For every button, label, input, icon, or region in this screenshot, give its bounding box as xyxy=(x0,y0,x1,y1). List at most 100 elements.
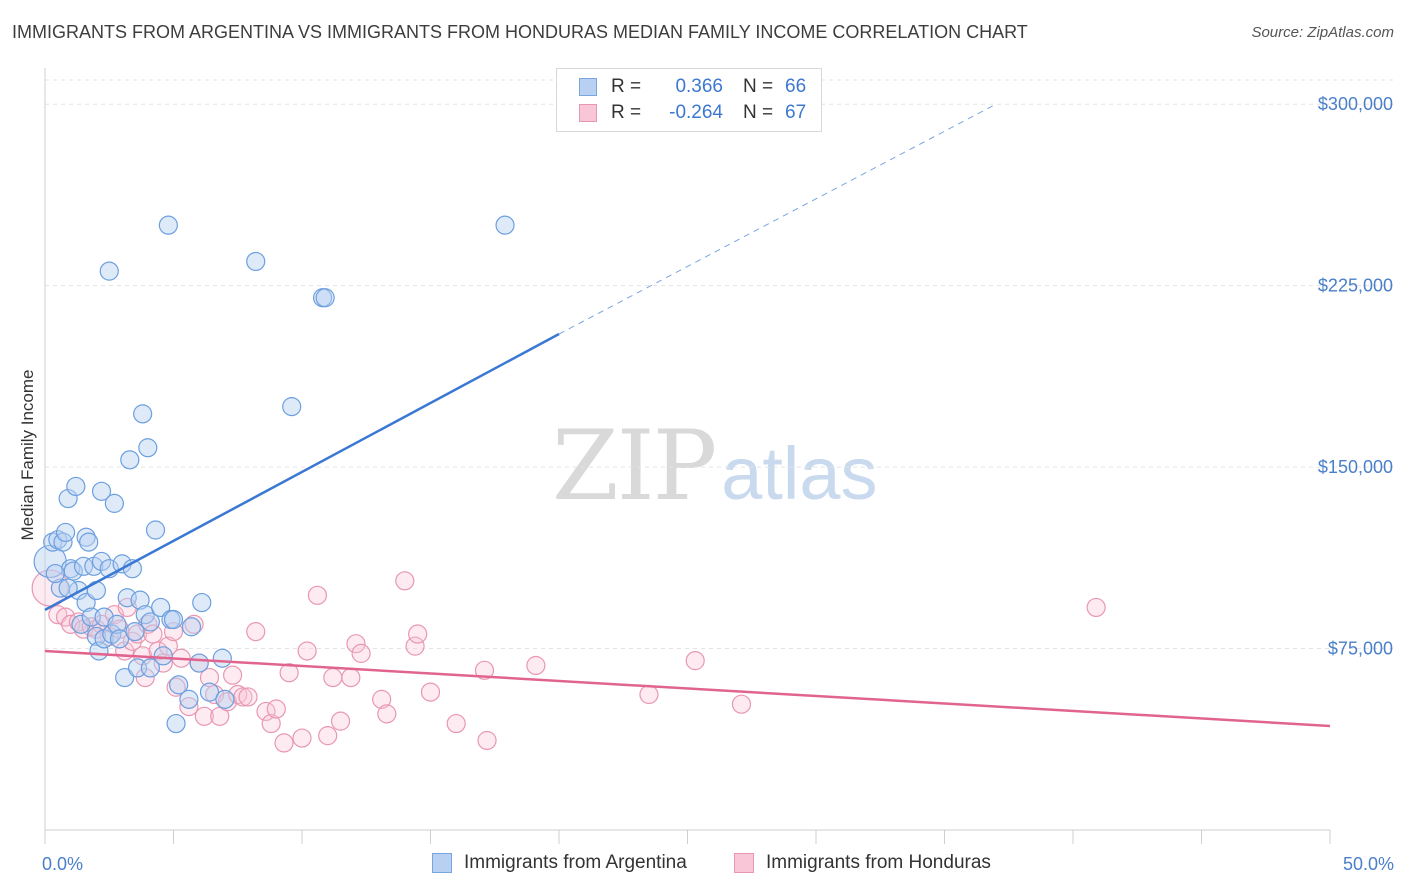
axes xyxy=(44,68,1331,844)
honduras-point xyxy=(346,634,366,654)
legend-row-argentina: R = 0.366 N = 66 xyxy=(579,75,806,99)
argentina-point xyxy=(73,556,94,576)
series-legend: Immigrants from Argentina Immigrants fro… xyxy=(0,852,1406,878)
honduras-point xyxy=(48,605,68,625)
honduras-point xyxy=(194,706,214,726)
honduras-point xyxy=(297,641,317,661)
trend-lines xyxy=(44,103,1331,728)
argentina-point xyxy=(315,288,335,308)
argentina-point xyxy=(158,215,178,235)
honduras-point xyxy=(330,711,351,731)
honduras-point xyxy=(395,571,415,591)
argentina-point xyxy=(120,450,140,470)
argentina-point xyxy=(125,622,145,642)
honduras-point xyxy=(405,636,425,656)
argentina-point xyxy=(115,667,135,688)
honduras-point xyxy=(477,730,497,751)
axis-labels: $75,000 $150,000 $225,000 $300,000 0.0% 50.0%… xyxy=(18,94,1394,874)
honduras-point xyxy=(158,636,178,656)
x-tick-label: 50.0% xyxy=(1343,854,1394,874)
watermark: ZIPatlas xyxy=(552,410,878,522)
honduras-point xyxy=(639,684,659,705)
argentina-point xyxy=(163,609,184,630)
watermark-zip: ZIP xyxy=(552,410,717,522)
legend-n-value: 66 xyxy=(785,76,807,97)
legend-r-value: -0.264 xyxy=(669,102,723,123)
honduras-point xyxy=(307,585,328,605)
argentina-trend-line xyxy=(44,332,560,611)
honduras-point xyxy=(238,687,258,707)
honduras-point xyxy=(127,624,148,644)
argentina-point xyxy=(189,653,209,673)
legend-n-label: N = xyxy=(743,102,774,123)
argentina-point xyxy=(212,648,232,668)
legend-r-value: 0.366 xyxy=(675,76,723,97)
y-tick-label: $300,000 xyxy=(1318,94,1393,114)
honduras-point xyxy=(246,622,266,642)
legend-swatch-honduras xyxy=(734,853,754,873)
legend-r-label: R = xyxy=(611,76,642,97)
argentina-point xyxy=(43,532,63,552)
honduras-point xyxy=(266,699,286,719)
legend-item-argentina: Immigrants from Argentina xyxy=(432,852,687,874)
argentina-point xyxy=(199,682,220,702)
honduras-point xyxy=(61,614,81,634)
legend-swatch-honduras xyxy=(579,104,597,122)
honduras-point xyxy=(91,614,112,634)
argentina-point xyxy=(145,520,166,540)
argentina-point xyxy=(107,614,127,634)
y-tick-label: $150,000 xyxy=(1318,457,1393,477)
argentina-point xyxy=(138,438,158,458)
chart-title: IMMIGRANTS FROM ARGENTINA VS IMMIGRANTS … xyxy=(12,22,1028,42)
chart-source: Source: ZipAtlas.com xyxy=(1251,24,1394,41)
watermark-atlas: atlas xyxy=(721,432,878,515)
argentina-point xyxy=(99,261,119,281)
argentina-point xyxy=(153,646,173,666)
honduras-point xyxy=(731,694,752,714)
legend-swatch-argentina xyxy=(579,78,597,96)
argentina-point xyxy=(48,530,68,550)
legend-n-label: N = xyxy=(743,76,774,97)
honduras-point xyxy=(408,624,428,644)
argentina-point xyxy=(166,713,186,734)
legend-label-honduras: Immigrants from Honduras xyxy=(766,852,991,873)
argentina-point xyxy=(104,493,124,513)
argentina-point xyxy=(169,675,189,695)
honduras-point xyxy=(184,614,204,634)
argentina-point xyxy=(45,563,65,584)
correlation-legend: R = 0.366 N = 66 R = -0.264 N = 67 xyxy=(556,68,822,132)
honduras-point xyxy=(341,667,361,688)
honduras-point xyxy=(318,726,338,746)
argentina-point xyxy=(86,626,107,647)
honduras-point xyxy=(323,667,343,688)
argentina-trend-extension xyxy=(558,103,997,335)
argentina-point xyxy=(181,617,202,637)
y-tick-label: $75,000 xyxy=(1328,639,1393,659)
argentina-point xyxy=(109,629,130,649)
series-argentina xyxy=(33,215,515,734)
grid-lines xyxy=(45,79,1395,650)
argentina-point xyxy=(71,614,91,634)
honduras-point xyxy=(223,665,243,685)
honduras-point xyxy=(372,689,392,709)
honduras-point xyxy=(526,655,546,676)
honduras-point xyxy=(179,697,199,717)
argentina-point xyxy=(91,551,112,572)
honduras-point xyxy=(474,660,495,680)
honduras-point xyxy=(261,713,281,734)
argentina-point xyxy=(246,251,266,272)
series-honduras xyxy=(31,569,1106,753)
honduras-point xyxy=(279,663,299,683)
legend-item-honduras: Immigrants from Honduras xyxy=(734,852,991,874)
legend-row-honduras: R = -0.264 N = 67 xyxy=(579,101,806,125)
y-tick-label: $225,000 xyxy=(1318,276,1393,296)
honduras-point xyxy=(274,733,294,753)
x-tick-label: 0.0% xyxy=(42,854,83,874)
argentina-point xyxy=(215,689,235,709)
honduras-point xyxy=(292,728,312,748)
argentina-point xyxy=(91,481,112,501)
argentina-point xyxy=(55,522,76,543)
legend-swatch-argentina xyxy=(432,853,452,873)
honduras-point xyxy=(446,713,466,734)
